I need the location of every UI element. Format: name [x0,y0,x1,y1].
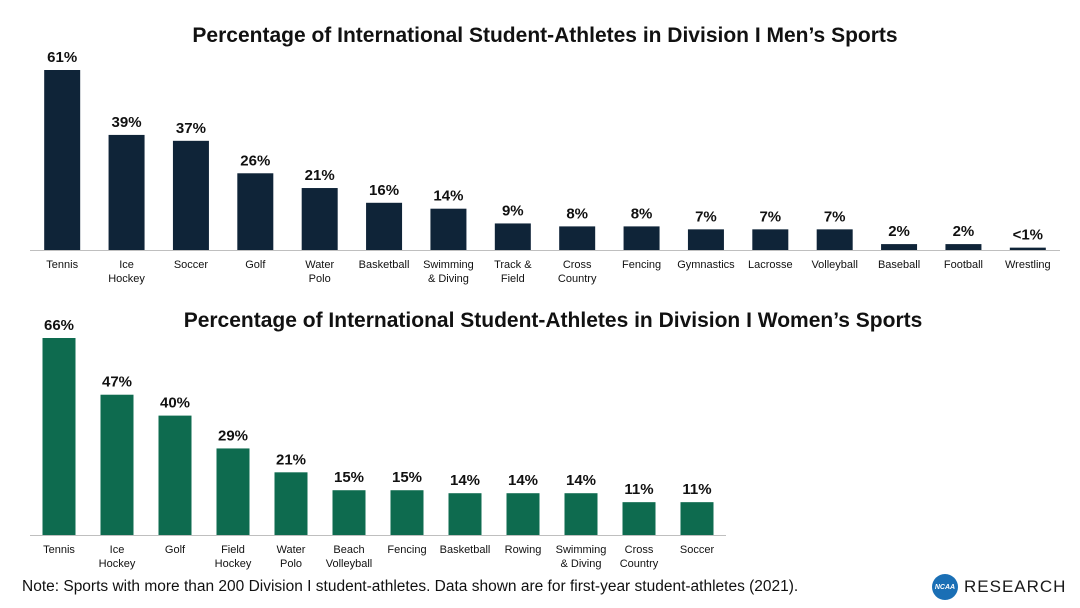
men-value-label: 7% [759,208,781,225]
men-category-label: Gymnastics [677,259,735,271]
women-value-label: 14% [508,472,538,489]
women-bar [564,493,598,535]
men-bar [623,226,660,250]
women-category-label: Rowing [505,544,542,556]
men-bar [430,208,467,250]
men-value-label: 39% [112,114,142,131]
men-category-label: Wrestling [1005,259,1051,271]
men-chart-title: Percentage of International Student-Athl… [192,24,898,47]
men-bar [1009,247,1046,250]
women-value-label: 15% [392,469,422,486]
women-category-label: Ice Hockey [99,544,136,570]
men-bar [559,226,596,250]
women-value-label: 14% [566,472,596,489]
women-value-label: 66% [44,317,74,334]
men-bar [366,202,403,250]
women-chart: 66% Tennis 47% Ice Hockey 40% Golf 29% Field Hock… [30,317,726,570]
ncaa-logo: NCAA [932,574,958,600]
footnote: Note: Sports with more than 200 Division… [22,578,799,595]
men-category-label: Swimming & Diving [423,259,474,285]
men-value-label: 8% [631,205,653,222]
men-value-label: 21% [305,167,335,184]
brand-text: RESEARCH [964,577,1067,596]
brand: NCAA RESEARCH [932,574,1066,600]
men-chart: 61% Tennis 39% Ice Hockey 37% Soccer 26% Golf 21%… [30,49,1060,285]
women-bar [42,338,76,535]
women-category-label: Golf [165,544,186,556]
men-value-label: 16% [369,182,399,199]
men-category-label: Cross Country [558,259,597,285]
men-value-label: 2% [953,223,975,240]
women-chart-title: Percentage of International Student-Athl… [183,309,923,332]
men-value-label: 61% [47,49,77,66]
men-bar [301,188,338,250]
men-category-label: Fencing [622,259,661,271]
women-bar [680,502,714,535]
men-category-label: Volleyball [811,259,857,271]
women-category-label: Cross Country [620,544,659,570]
men-category-label: Soccer [174,259,209,271]
women-category-label: Beach Volleyball [326,544,372,570]
men-bar [172,140,209,250]
men-bar [494,223,531,250]
women-value-label: 47% [102,374,132,391]
women-category-label: Soccer [680,544,715,556]
women-value-label: 21% [276,451,306,468]
women-category-label: Fencing [387,544,426,556]
men-bar [945,244,982,250]
men-value-label: 8% [566,205,588,222]
women-value-label: 15% [334,469,364,486]
women-category-label: Field Hockey [215,544,252,570]
women-bar [100,394,134,535]
women-bar [506,493,540,535]
women-bar [158,415,192,535]
men-bar [237,173,274,250]
women-value-label: 14% [450,472,480,489]
men-bar [44,70,81,250]
men-category-label: Lacrosse [748,259,793,271]
men-value-label: 2% [888,223,910,240]
men-category-label: Baseball [878,259,920,271]
men-category-label: Track & Field [494,259,532,285]
women-category-label: Basketball [440,544,491,556]
men-value-label: 7% [824,208,846,225]
men-value-label: 14% [433,188,463,205]
women-value-label: 11% [682,481,711,498]
men-category-label: Water Polo [305,259,334,285]
men-value-label: 9% [502,202,524,219]
women-bar [216,448,250,535]
women-category-label: Swimming & Diving [556,544,607,570]
women-bar [390,490,424,535]
women-value-label: 40% [160,395,190,412]
men-bar [687,229,724,250]
men-value-label: 37% [176,120,206,137]
men-bar [881,244,918,250]
women-bar [274,472,308,535]
women-value-label: 29% [218,427,248,444]
women-value-label: 11% [624,481,653,498]
men-value-label: 26% [240,152,270,169]
men-category-label: Tennis [46,259,78,271]
women-category-label: Water Polo [277,544,306,570]
men-bar [108,134,145,250]
men-bar [752,229,789,250]
men-value-label: 7% [695,208,717,225]
men-category-label: Football [944,259,983,271]
men-category-label: Golf [245,259,266,271]
women-bar [622,502,656,535]
women-bar [332,490,366,535]
men-category-label: Basketball [359,259,410,271]
men-value-label: <1% [1013,227,1043,244]
men-bar [816,229,853,250]
men-category-label: Ice Hockey [108,259,145,285]
women-bar [448,493,482,535]
women-category-label: Tennis [43,544,75,556]
